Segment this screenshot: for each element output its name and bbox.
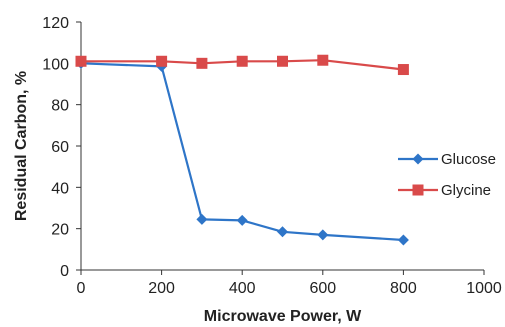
y-tick-label: 80 [51, 98, 69, 115]
legend-item-glycine: Glycine [398, 182, 491, 199]
data-point-glucose [236, 214, 248, 226]
data-point-glycine [277, 55, 288, 67]
y-tick-label: 0 [60, 263, 69, 280]
data-point-glycine [317, 54, 329, 66]
x-tick-label: 0 [77, 280, 86, 297]
x-tick-label: 400 [229, 280, 256, 297]
data-point-glycine [156, 55, 168, 67]
y-tick-label: 40 [51, 180, 69, 197]
legend-marker-glycine [412, 184, 424, 196]
data-point-glucose [196, 213, 208, 225]
legend-item-glucose: Glucose [398, 151, 496, 168]
y-ticks: 0 20 40 60 80 100 120 [42, 15, 81, 280]
x-ticks: 0 200 400 600 800 1000 [77, 270, 502, 297]
y-tick-label: 20 [51, 222, 69, 239]
data-point-glycine [196, 57, 208, 69]
y-tick-label: 120 [42, 15, 69, 32]
legend: Glucose Glycine [398, 151, 496, 199]
data-point-glucose [277, 226, 288, 238]
legend-label-glycine: Glycine [441, 182, 491, 199]
data-point-glycine [397, 64, 409, 76]
data-point-glycine [75, 55, 87, 67]
data-point-glycine [236, 55, 248, 67]
legend-marker-glucose [412, 153, 424, 165]
y-tick-label: 100 [42, 56, 69, 73]
series-line-glucose [80, 62, 404, 242]
legend-label-glucose: Glucose [441, 151, 496, 168]
y-tick-label: 60 [51, 139, 69, 156]
x-tick-label: 200 [148, 280, 175, 297]
y-axis-title: Residual Carbon, % [13, 71, 30, 221]
x-axis-title: Microwave Power, W [204, 308, 362, 325]
series-layer [75, 54, 409, 246]
x-tick-label: 800 [390, 280, 417, 297]
x-tick-label: 1000 [466, 280, 502, 297]
data-point-glucose [397, 234, 409, 246]
data-point-glucose [317, 229, 329, 241]
x-tick-label: 600 [309, 280, 336, 297]
